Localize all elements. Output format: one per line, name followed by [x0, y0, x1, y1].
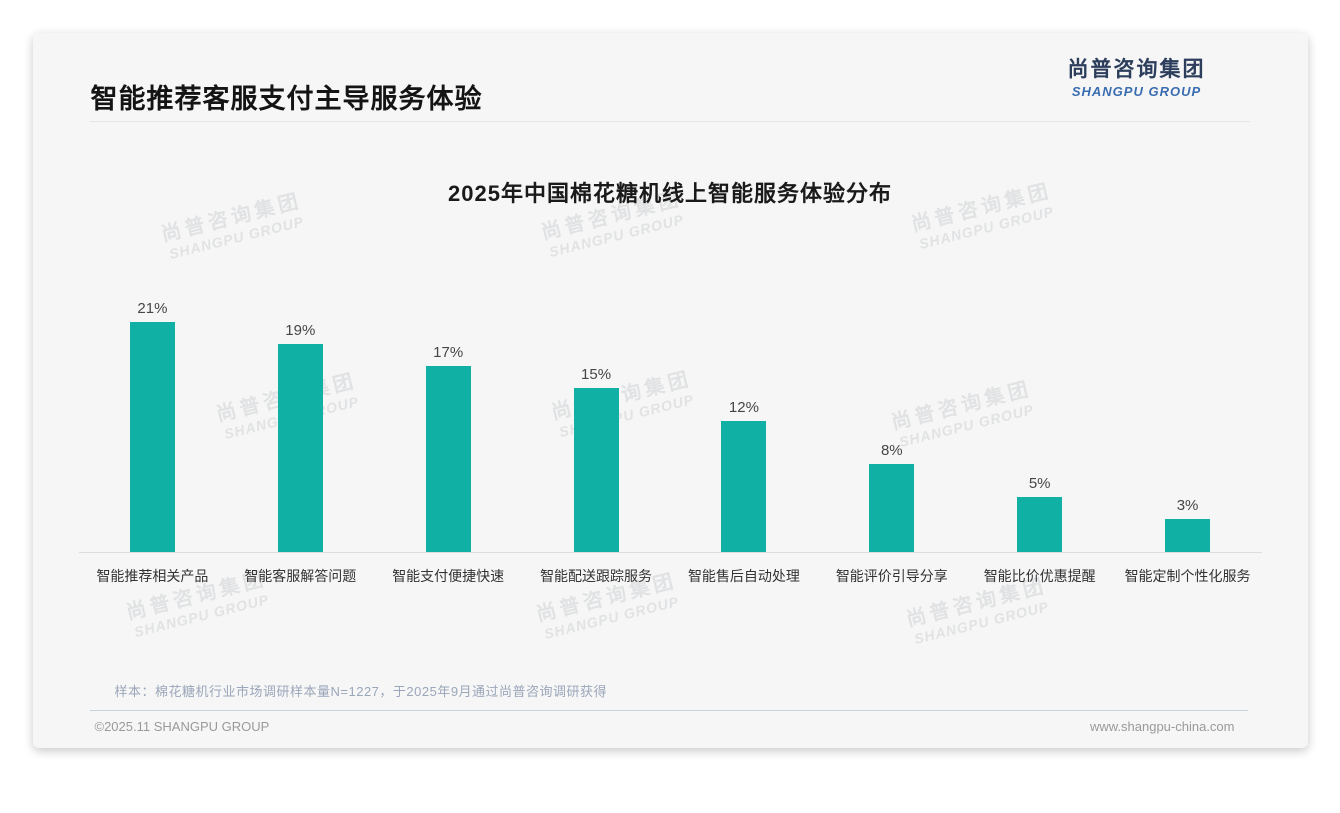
watermark-text-en: SHANGPU GROUP	[912, 598, 1050, 648]
category-label: 智能定制个性化服务	[1124, 568, 1251, 584]
bar-value-label: 5%	[1028, 475, 1051, 492]
bar-value-label: 15%	[581, 366, 612, 383]
report-slide: 尚普咨询集团 SHANGPU GROUP 尚普咨询集团 SHANGPU GROUP 尚普…	[32, 33, 1308, 748]
watermark-text-en: SHANGPU GROUP	[167, 213, 305, 263]
company-logo: 尚普咨询集团 SHANGPU GROUP	[1068, 53, 1206, 99]
header-divider	[89, 121, 1250, 122]
bar-value-label: 3%	[1176, 497, 1199, 514]
bar-group: 3%	[1114, 497, 1262, 552]
watermark-text-en: SHANGPU GROUP	[542, 593, 680, 643]
bar-group: 15%	[522, 366, 670, 552]
bar-value-label: 17%	[433, 344, 464, 361]
bar-value-label: 21%	[137, 300, 168, 317]
footer-divider	[89, 710, 1248, 711]
page-title: 智能推荐客服支付主导服务体验	[90, 84, 483, 114]
bar	[1017, 497, 1063, 552]
bar-group: 21%	[79, 300, 227, 552]
category-label: 智能客服解答问题	[244, 568, 357, 584]
footer-website: www.shangpu-china.com	[1089, 719, 1235, 734]
bar	[573, 388, 619, 552]
categories-row: 智能推荐相关产品 智能客服解答问题 智能支付便捷快速 智能配送跟踪服务 智能售后自动处理…	[79, 566, 1262, 586]
bar	[129, 322, 175, 552]
category-label: 智能比价优惠提醒	[983, 568, 1096, 584]
bar-group: 5%	[966, 475, 1114, 552]
bar-value-label: 8%	[880, 442, 903, 459]
bar-group: 19%	[226, 322, 374, 552]
category-label: 智能售后自动处理	[687, 568, 800, 584]
bar	[425, 366, 471, 552]
bar	[869, 464, 915, 552]
logo-text-cn: 尚普咨询集团	[1067, 58, 1206, 81]
bar	[721, 421, 767, 552]
bar-value-label: 19%	[285, 322, 316, 339]
bar	[1165, 519, 1211, 552]
bar	[277, 344, 323, 552]
category-label: 智能支付便捷快速	[392, 568, 505, 584]
footer-copyright: ©2025.11 SHANGPU GROUP	[94, 719, 270, 734]
category-label: 智能配送跟踪服务	[540, 568, 653, 584]
category-label: 智能推荐相关产品	[96, 568, 209, 584]
watermark-text-en: SHANGPU GROUP	[547, 211, 685, 261]
bars-row: 21% 19% 17% 15% 12% 8% 5% 3%	[78, 300, 1262, 553]
logo-text-en: SHANGPU GROUP	[1071, 84, 1202, 99]
sample-note: 样本：棉花糖机行业市场调研样本量N=1227，于2025年9月通过尚普咨询调研获…	[114, 684, 608, 699]
bar-group: 12%	[670, 399, 818, 552]
chart-title: 2025年中国棉花糖机线上智能服务体验分布	[448, 181, 892, 206]
bar-group: 8%	[818, 442, 966, 552]
category-label: 智能评价引导分享	[835, 568, 948, 584]
bar-value-label: 12%	[728, 399, 759, 416]
bar-group: 17%	[374, 344, 522, 552]
watermark-text-en: SHANGPU GROUP	[132, 591, 270, 641]
